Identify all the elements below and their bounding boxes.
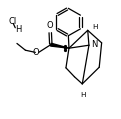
Text: H: H: [80, 92, 86, 98]
Polygon shape: [51, 43, 69, 48]
Text: Cl: Cl: [8, 17, 16, 26]
Text: N: N: [91, 40, 97, 49]
Text: H: H: [92, 24, 98, 30]
Text: H: H: [15, 25, 22, 34]
Text: O: O: [46, 20, 53, 30]
Text: O: O: [33, 48, 39, 57]
